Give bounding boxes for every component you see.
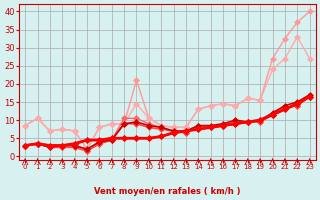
- X-axis label: Vent moyen/en rafales ( km/h ): Vent moyen/en rafales ( km/h ): [94, 187, 241, 196]
